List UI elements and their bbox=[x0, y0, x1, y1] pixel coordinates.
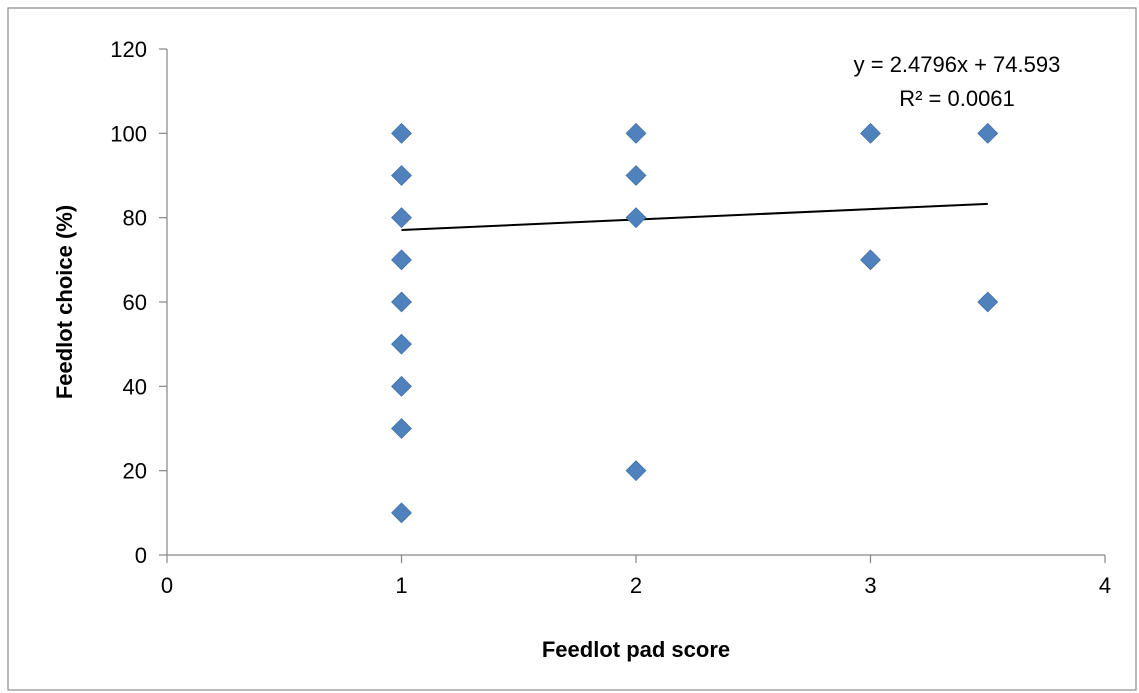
data-point bbox=[391, 249, 412, 271]
data-point bbox=[977, 291, 999, 313]
y-tick-label: 100 bbox=[110, 121, 147, 146]
data-point bbox=[391, 207, 412, 229]
data-point bbox=[391, 333, 412, 355]
x-tick-label: 3 bbox=[864, 573, 876, 598]
data-point bbox=[391, 122, 412, 144]
chart-frame bbox=[7, 7, 1137, 691]
data-point bbox=[860, 122, 881, 144]
y-tick-label: 60 bbox=[123, 290, 147, 315]
trendline-equation: y = 2.4796x + 74.593 bbox=[854, 52, 1061, 77]
data-point bbox=[625, 207, 647, 229]
data-point bbox=[391, 291, 412, 313]
data-point bbox=[860, 249, 881, 271]
tick-labels: 0 20 40 60 80 100 120 0 1 2 3 4 bbox=[110, 37, 1111, 598]
data-point bbox=[625, 165, 647, 186]
x-tick-label: 2 bbox=[630, 573, 642, 598]
axes bbox=[159, 48, 1106, 563]
trendline-group bbox=[401, 202, 988, 232]
y-tick-label: 40 bbox=[123, 374, 147, 399]
data-points bbox=[391, 122, 999, 524]
data-point bbox=[391, 418, 412, 439]
data-point bbox=[391, 375, 412, 397]
y-tick-label: 120 bbox=[110, 37, 147, 62]
x-axis-title: Feedlot pad score bbox=[542, 637, 730, 662]
data-point bbox=[391, 502, 412, 524]
y-axis-title: Feedlot choice (%) bbox=[52, 205, 77, 399]
data-point bbox=[977, 122, 999, 144]
y-tick-label: 0 bbox=[135, 543, 147, 568]
x-tick-label: 4 bbox=[1099, 573, 1111, 598]
trendline-r-squared: R² = 0.0061 bbox=[899, 86, 1015, 111]
x-tick-label: 0 bbox=[161, 573, 173, 598]
y-tick-label: 20 bbox=[123, 459, 147, 484]
data-point bbox=[625, 460, 647, 482]
y-tick-label: 80 bbox=[123, 206, 147, 231]
trendline bbox=[401, 202, 988, 232]
data-point bbox=[625, 122, 647, 144]
data-point bbox=[391, 165, 412, 186]
x-tick-label: 1 bbox=[395, 573, 407, 598]
